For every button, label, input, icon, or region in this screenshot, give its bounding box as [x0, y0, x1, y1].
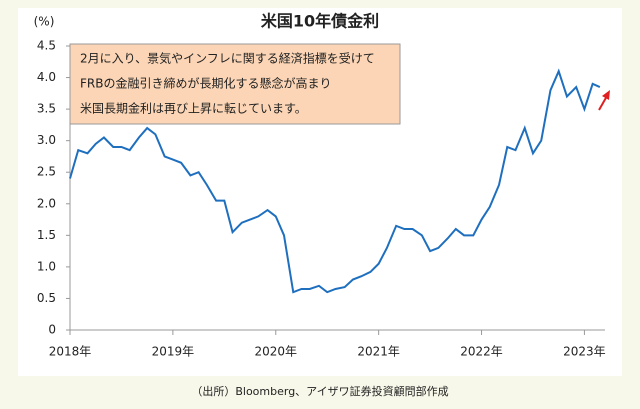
source: （出所）Bloomberg、アイザワ証券投資顧問部作成 — [191, 384, 448, 398]
x-tick-label: 2022年 — [460, 345, 503, 359]
y-tick-label: 4.5 — [37, 39, 56, 53]
chart-title: 米国10年債金利 — [261, 12, 379, 31]
x-tick-label: 2019年 — [152, 345, 195, 359]
arrow-head — [602, 90, 610, 100]
annotation: FRBの金融引き締めが長期化する懸念が高まり — [80, 76, 331, 91]
y-tick-label: 2.0 — [37, 196, 56, 210]
x-tick-label: 2020年 — [254, 345, 297, 359]
y-tick-label: 1.5 — [37, 228, 56, 242]
x-tick-label: 2018年 — [49, 345, 92, 359]
y-axis-label: (%) — [34, 15, 55, 29]
line — [69, 68, 601, 294]
annotation: 米国長期金利は再び上昇に転じています。 — [80, 101, 307, 116]
annotation-box — [69, 43, 401, 125]
x-tick-label: 2023年 — [563, 345, 606, 359]
y-tick-label: 2.5 — [37, 165, 56, 179]
y-tick-label: 4.0 — [37, 70, 56, 84]
y-tick-label: 0 — [48, 323, 56, 337]
y-tick-label: 1.0 — [37, 259, 56, 273]
y-tick-label: 0.5 — [37, 291, 56, 305]
x-tick-label: 2021年 — [357, 345, 400, 359]
arrow — [598, 95, 608, 111]
y-tick-label: 3.5 — [37, 102, 56, 116]
annotation: 2月に入り、景気やインフレに関する経済指標を受けて — [80, 51, 375, 66]
y-tick-label: 3.0 — [37, 133, 56, 147]
